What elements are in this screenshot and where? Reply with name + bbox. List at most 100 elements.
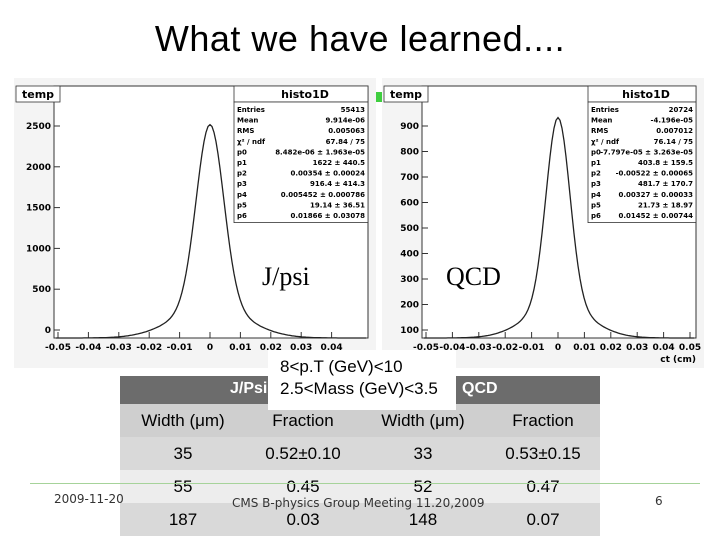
stats-title: histo1D <box>622 88 670 101</box>
table-row: 35 0.52±0.10 33 0.53±0.15 <box>120 437 600 470</box>
stats-value: 20724 <box>669 106 693 114</box>
stats-value: 0.005452 ± 0.000786 <box>281 191 365 199</box>
stats-key: RMS <box>237 127 254 135</box>
slide-title: What we have learned.... <box>154 18 566 59</box>
x-tick-label: -0.05 <box>413 343 439 353</box>
stats-value: 8.482e-06 ± 1.963e-05 <box>275 148 365 156</box>
stats-value: 55413 <box>341 106 365 114</box>
stats-value: -0.00522 ± 0.00065 <box>616 170 694 178</box>
stats-value: 19.14 ± 36.51 <box>310 201 365 209</box>
footer-date: 2009-11-20 <box>54 492 124 506</box>
y-tick-label: 0 <box>45 326 51 336</box>
x-tick-label: -0.01 <box>519 343 545 353</box>
stats-value: 9.914e-06 <box>325 117 365 125</box>
stats-value: 0.00354 ± 0.00024 <box>290 170 365 178</box>
x-axis-label: ct (cm) <box>660 355 696 365</box>
x-tick-label: 0.02 <box>600 343 622 353</box>
y-tick-label: 1500 <box>26 204 51 214</box>
stats-key: Entries <box>591 106 619 114</box>
col-header: Fraction <box>485 404 600 437</box>
stats-key: p6 <box>237 212 247 220</box>
stats-key: p1 <box>591 159 601 167</box>
stats-value: -7.797e-05 ± 3.263e-05 <box>600 148 693 156</box>
stats-value: 481.7 ± 170.7 <box>638 180 693 188</box>
stats-key: p2 <box>237 170 247 178</box>
stats-key: χ² / ndf <box>591 138 620 146</box>
x-tick-label: 0.04 <box>320 343 342 353</box>
histogram-tab-label: temp <box>22 88 54 101</box>
y-tick-label: 100 <box>400 326 419 336</box>
stats-key: p0 <box>237 148 247 156</box>
x-tick-label: 0.03 <box>626 343 648 353</box>
panel-label-jpsi: J/psi <box>262 262 310 291</box>
selection-criteria-box: 8<p.T (GeV)<10 2.5<Mass (GeV)<3.5 <box>268 350 456 410</box>
group-header-jpsi: J/Psi <box>230 380 268 397</box>
histogram-panel-qcd: temp histo1D Entries 20724 Mean -4.196e-05 RMS… <box>382 78 704 368</box>
stats-value: 0.01452 ± 0.00744 <box>618 212 693 220</box>
stats-value: 0.007012 <box>656 127 693 135</box>
histogram-tab <box>15 85 61 103</box>
table-cell: 55 <box>120 470 246 503</box>
stats-value: 403.8 ± 159.5 <box>638 159 693 167</box>
stats-key: Mean <box>591 117 612 125</box>
y-tick-label: 400 <box>400 250 419 260</box>
stats-key: p3 <box>237 180 247 188</box>
y-tick-label: 2000 <box>26 163 51 173</box>
table-cell: 187 <box>120 503 246 536</box>
table-cell: 0.07 <box>485 503 600 536</box>
page-number: 6 <box>655 494 663 508</box>
x-tick-label: 0.02 <box>260 343 282 353</box>
stats-key: p3 <box>591 180 601 188</box>
y-tick-label: 200 <box>400 301 419 311</box>
stats-box <box>233 101 369 223</box>
y-tick-label: 300 <box>400 275 419 285</box>
x-tick-label: 0.03 <box>290 343 312 353</box>
table-row: 55 0.45 52 0.47 <box>120 470 600 503</box>
stats-value: 76.14 / 75 <box>654 138 693 146</box>
histogram-curve <box>56 123 366 339</box>
stats-value: 0.00327 ± 0.00033 <box>618 191 693 199</box>
stats-key: RMS <box>591 127 608 135</box>
histogram-curve <box>424 116 694 339</box>
y-tick-label: 500 <box>400 224 419 234</box>
histogram-panel-jpsi: temp histo1D Entries 55413 Mean 9.914e-06 RMS 0… <box>14 78 376 368</box>
y-tick-label: 500 <box>32 285 51 295</box>
stats-value: 0.01866 ± 0.03078 <box>290 212 365 220</box>
table-cell: 0.53±0.15 <box>485 437 600 470</box>
histogram-tab <box>383 85 429 103</box>
table-cell: 35 <box>120 437 246 470</box>
stats-value: 916.4 ± 414.3 <box>310 180 365 188</box>
selection-line-mass: 2.5<Mass (GeV)<3.5 <box>280 379 438 398</box>
table-cell: 33 <box>359 437 486 470</box>
x-tick-label: -0.02 <box>136 343 162 353</box>
stats-value: 67.84 / 75 <box>326 138 365 146</box>
selection-line-pt: 8<p.T (GeV)<10 <box>280 357 403 376</box>
stats-key: χ² / ndf <box>237 138 266 146</box>
x-tick-label: 0.05 <box>679 343 701 353</box>
table-cell: 0.52±0.10 <box>246 437 360 470</box>
x-tick-label: 0.01 <box>573 343 595 353</box>
x-tick-label: -0.05 <box>45 343 71 353</box>
footer-meeting: CMS B-physics Group Meeting 11.20,2009 <box>232 496 485 510</box>
stats-title: histo1D <box>281 88 329 101</box>
stats-box <box>587 101 697 223</box>
stats-key: p2 <box>591 170 601 178</box>
stats-value: -4.196e-05 <box>651 117 694 125</box>
stats-key: p5 <box>591 201 601 209</box>
x-tick-label: 0.01 <box>229 343 251 353</box>
x-tick-label: -0.03 <box>466 343 492 353</box>
y-tick-label: 800 <box>400 148 419 158</box>
stats-key: p0 <box>591 148 601 156</box>
y-tick-label: 1000 <box>26 244 51 254</box>
stats-key: p4 <box>591 191 601 199</box>
table-cell: 0.45 <box>246 470 360 503</box>
stats-key: Mean <box>237 117 258 125</box>
panel-label-qcd: QCD <box>446 262 501 291</box>
stats-key: p6 <box>591 212 601 220</box>
histogram-tab-label: temp <box>390 88 422 101</box>
x-tick-label: -0.03 <box>106 343 132 353</box>
y-tick-label: 900 <box>400 122 419 132</box>
histogram-canvas-jpsi: temp histo1D Entries 55413 Mean 9.914e-06 RMS 0… <box>14 78 376 368</box>
x-tick-label: 0.04 <box>652 343 674 353</box>
stats-value: 1622 ± 440.5 <box>313 159 365 167</box>
